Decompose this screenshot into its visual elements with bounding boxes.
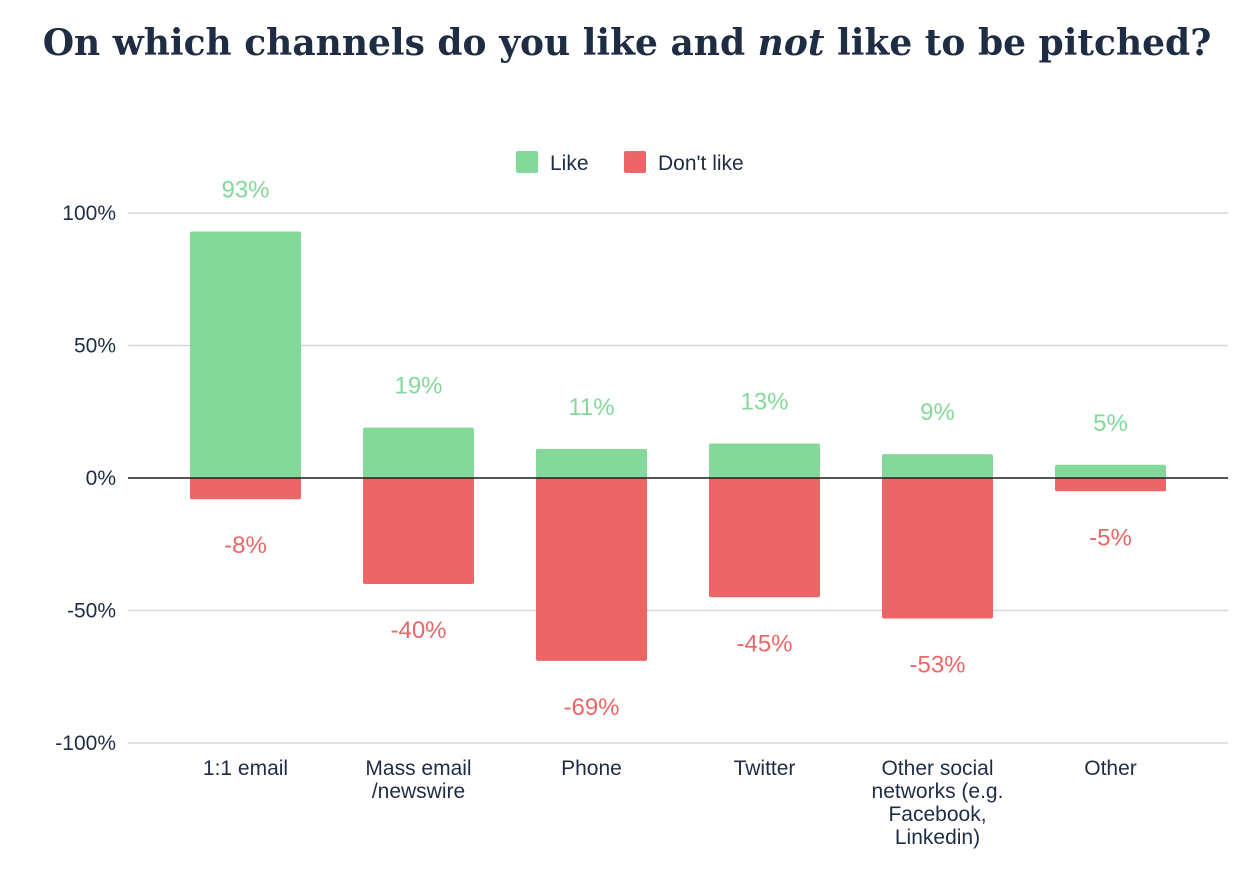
bar-dont-like: [536, 478, 647, 661]
y-tick-label: 0%: [86, 467, 116, 490]
bar-dont-like: [1055, 478, 1166, 492]
category-label-line: Twitter: [734, 757, 796, 780]
category-label-line: 1:1 email: [203, 757, 288, 780]
category-label-line: Other social: [881, 757, 993, 780]
legend-label-like: Like: [550, 152, 589, 175]
y-tick-label: 100%: [62, 202, 116, 225]
data-label-like: 9%: [920, 399, 955, 426]
data-label-dont-like: -45%: [736, 630, 792, 657]
category-label-line: Facebook,: [888, 803, 986, 826]
category-label: Twitter: [734, 757, 796, 780]
category-label-line: networks (e.g.: [872, 780, 1004, 803]
bar-dont-like: [709, 478, 820, 598]
bar-like: [190, 231, 301, 478]
bar-dont-like: [190, 478, 301, 500]
bar-dont-like: [882, 478, 993, 619]
bar-like: [709, 443, 820, 478]
bar-dont-like: [363, 478, 474, 584]
x-axis-categories: 1:1 email Mass email/newswire Phone Twitter…: [203, 757, 1137, 849]
category-label-line: Other: [1084, 757, 1137, 780]
data-label-like: 11%: [568, 394, 614, 421]
y-tick-label: 50%: [74, 335, 116, 358]
legend-label-dont-like: Don't like: [658, 152, 744, 175]
category-label: Mass email/newswire: [365, 757, 471, 803]
gridlines: [128, 212, 1228, 744]
data-label-like: 13%: [740, 389, 788, 416]
legend-swatch-dont-like: [624, 151, 646, 173]
title-part-2: like to be pitched?: [824, 22, 1212, 64]
bar-like: [882, 454, 993, 478]
y-tick-label: -50%: [67, 600, 116, 623]
category-label: Other: [1084, 757, 1137, 780]
bar-like: [1055, 464, 1166, 478]
data-labels: 93% 19% 11% 13% 9% 5% -8% -40% -69% -45% -53% -5%: [221, 177, 1131, 721]
bars: [190, 231, 1166, 661]
page-title: On which channels do you like and not li…: [0, 22, 1254, 64]
category-label-line: Phone: [561, 757, 622, 780]
data-label-dont-like: -5%: [1089, 524, 1132, 551]
legend: Like Don't like: [516, 151, 744, 175]
bar-like: [363, 427, 474, 478]
y-axis-ticks: 100% 50% 0% -50% -100%: [55, 202, 116, 755]
category-label-line: Linkedin): [895, 826, 980, 849]
category-label: Other social networks (e.g. Facebook, Linke…: [872, 757, 1004, 849]
title-emphasis: not: [757, 22, 825, 64]
data-label-like: 93%: [221, 177, 269, 204]
category-label-line: /newswire: [372, 780, 465, 803]
data-label-dont-like: -69%: [563, 694, 619, 721]
bar-like: [536, 448, 647, 478]
data-label-dont-like: -40%: [390, 617, 446, 644]
title-part-1: On which channels do you like and: [42, 22, 758, 64]
data-label-like: 19%: [394, 373, 442, 400]
legend-swatch-like: [516, 151, 538, 173]
category-label: 1:1 email: [203, 757, 288, 780]
category-label-line: Mass email: [365, 757, 471, 780]
category-label: Phone: [561, 757, 622, 780]
data-label-dont-like: -53%: [909, 651, 965, 678]
data-label-dont-like: -8%: [224, 532, 267, 559]
data-label-like: 5%: [1093, 410, 1128, 437]
y-tick-label: -100%: [55, 732, 116, 755]
